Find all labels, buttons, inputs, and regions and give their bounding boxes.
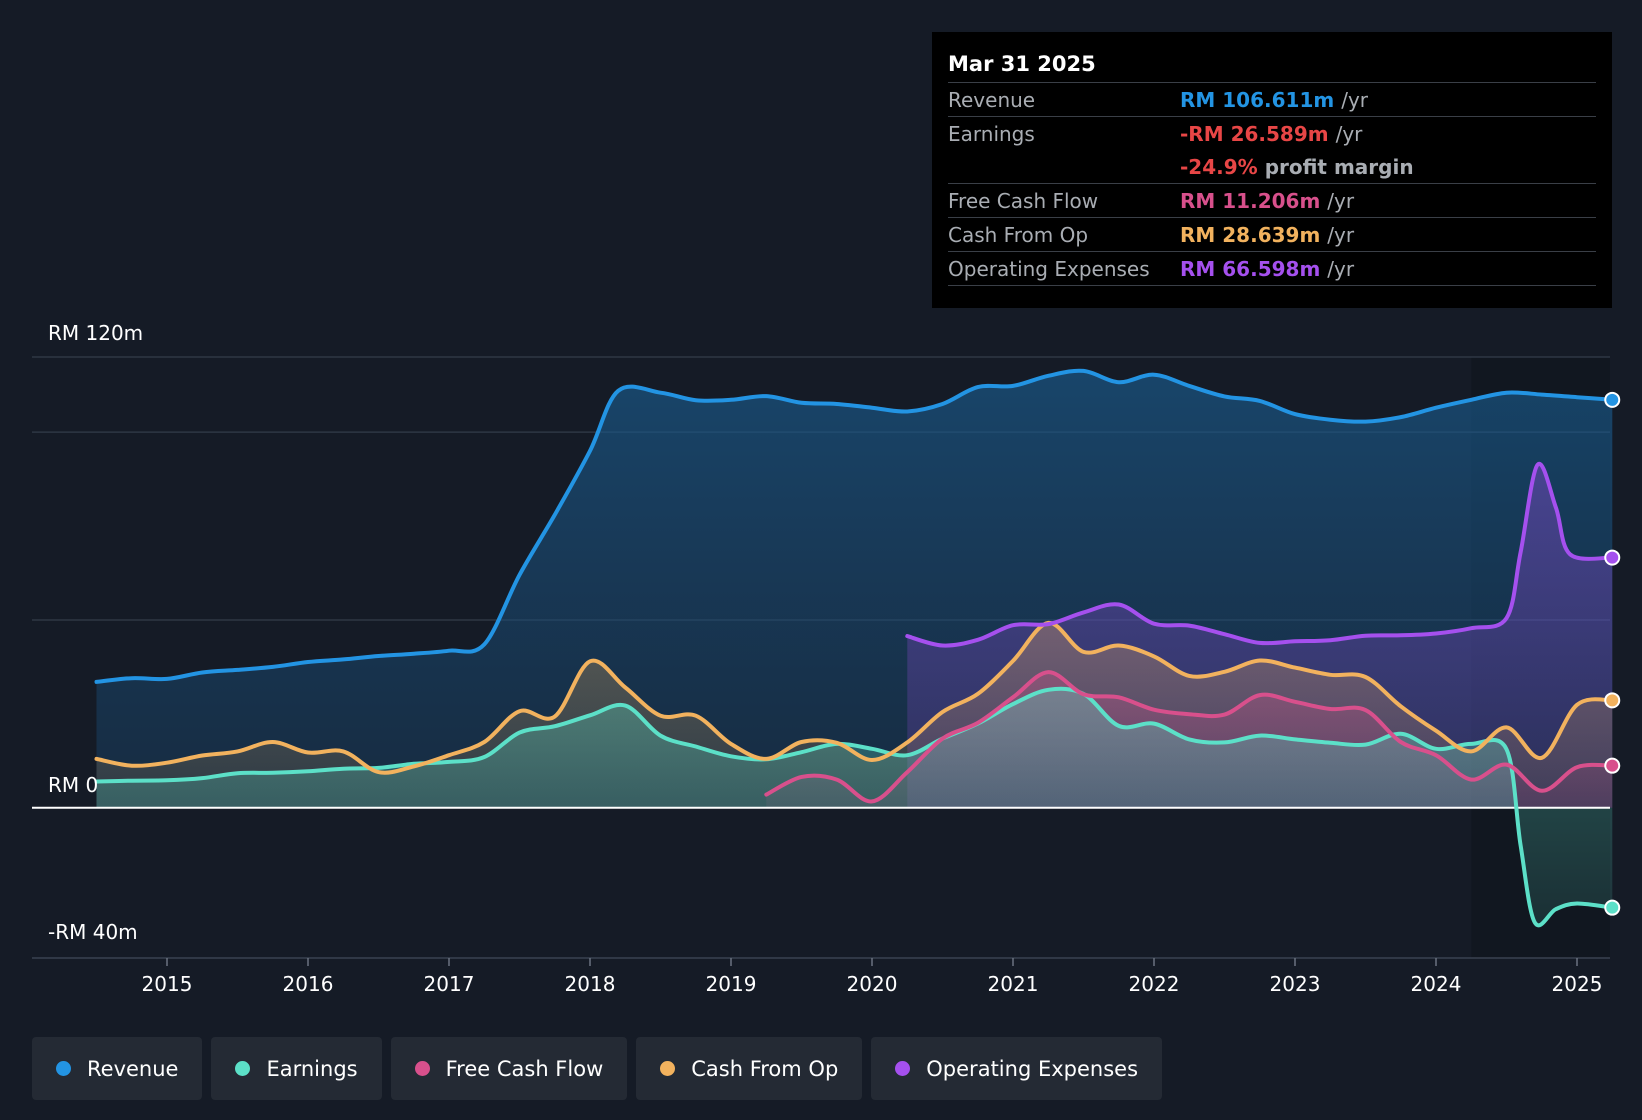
x-tick-label: 2022 xyxy=(1129,972,1180,996)
tooltip-row-profit-margin: -24.9% profit margin xyxy=(948,150,1596,183)
tooltip-row-unit: /yr xyxy=(1327,256,1355,281)
line-revenue xyxy=(94,368,1615,684)
legend-item-earnings[interactable]: Earnings xyxy=(211,1037,382,1100)
x-tick-label: 2019 xyxy=(706,972,757,996)
tooltip-divider xyxy=(948,285,1596,287)
tooltip-row-earnings: Earnings -RM 26.589m /yr xyxy=(948,116,1596,150)
tooltip-row-revenue: Revenue RM 106.611m /yr xyxy=(948,82,1596,116)
x-tick-label: 2018 xyxy=(565,972,616,996)
end-marker-free-cash-flow xyxy=(1604,757,1621,774)
tooltip-row-name: Earnings xyxy=(948,121,1035,146)
end-marker-cash-from-op xyxy=(1604,692,1621,709)
legend-label: Cash From Op xyxy=(691,1056,839,1081)
legend-dot-icon xyxy=(414,1061,430,1076)
legend-label: Operating Expenses xyxy=(926,1056,1139,1081)
legend-item-cash-from-op[interactable]: Cash From Op xyxy=(636,1037,863,1100)
legend-label: Earnings xyxy=(266,1056,358,1081)
tooltip-row-free-cash-flow: Free Cash Flow RM 11.206m /yr xyxy=(948,183,1596,217)
legend-item-free-cash-flow[interactable]: Free Cash Flow xyxy=(390,1037,628,1100)
x-axis-ticks: 2015 2016 2017 2018 2019 2020 2021 2022 2023 2024… xyxy=(142,958,1603,996)
y-axis-label: RM 0 xyxy=(48,773,98,797)
tooltip: Mar 31 2025 Revenue RM 106.611m /yr Earn… xyxy=(932,32,1612,308)
y-axis-label: -RM 40m xyxy=(48,920,138,944)
tooltip-row-unit: /yr xyxy=(1335,121,1363,146)
x-tick-label: 2023 xyxy=(1270,972,1321,996)
legend-label: Free Cash Flow xyxy=(445,1056,604,1081)
legend-item-operating-expenses[interactable]: Operating Expenses xyxy=(871,1037,1163,1100)
x-tick-label: 2021 xyxy=(988,972,1039,996)
tooltip-row-value: -24.9% xyxy=(1180,154,1258,179)
tooltip-row-unit: profit margin xyxy=(1264,154,1414,179)
end-marker-operating-expenses xyxy=(1604,549,1621,566)
line-operating-expenses xyxy=(905,461,1615,648)
x-tick-label: 2016 xyxy=(283,972,334,996)
y-axis-label: RM 120m xyxy=(48,321,143,345)
tooltip-row-name: Free Cash Flow xyxy=(948,188,1099,213)
x-tick-label: 2020 xyxy=(847,972,898,996)
tooltip-row-value: RM 106.611m xyxy=(1180,87,1335,112)
tooltip-row-value: RM 66.598m xyxy=(1180,256,1321,281)
tooltip-row-value: -RM 26.589m xyxy=(1180,121,1329,146)
tooltip-date: Mar 31 2025 xyxy=(948,52,1096,76)
legend-dot-icon xyxy=(56,1061,71,1076)
tooltip-row-name: Operating Expenses xyxy=(948,256,1150,281)
legend-item-revenue[interactable]: Revenue xyxy=(32,1037,203,1100)
legend: Revenue Earnings Free Cash Flow Cash Fro… xyxy=(32,1037,1163,1100)
x-tick-label: 2017 xyxy=(424,972,475,996)
tooltip-row-name: Revenue xyxy=(948,87,1036,112)
end-marker-revenue xyxy=(1604,391,1621,408)
tooltip-row-name: Cash From Op xyxy=(948,222,1089,247)
line-free-cash-flow xyxy=(764,670,1615,804)
x-tick-label: 2025 xyxy=(1552,972,1603,996)
tooltip-row-operating-expenses: Operating Expenses RM 66.598m /yr xyxy=(948,251,1596,285)
legend-label: Revenue xyxy=(87,1056,179,1081)
tooltip-row-unit: /yr xyxy=(1327,188,1355,213)
tooltip-row-value: RM 28.639m xyxy=(1180,222,1321,247)
line-earnings xyxy=(94,686,1615,928)
legend-dot-icon xyxy=(895,1061,911,1076)
end-marker-earnings xyxy=(1604,899,1621,916)
y-axis-labels: RM 120m RM 0 -RM 40m xyxy=(48,321,143,944)
x-tick-label: 2015 xyxy=(142,972,193,996)
legend-dot-icon xyxy=(660,1061,676,1076)
series-lines xyxy=(32,368,1615,928)
series-end-markers xyxy=(1604,391,1621,916)
x-tick-label: 2024 xyxy=(1411,972,1462,996)
line-cash-from-op xyxy=(94,620,1615,775)
legend-dot-icon xyxy=(235,1061,251,1076)
tooltip-row-cash-from-op: Cash From Op RM 28.639m /yr xyxy=(948,217,1596,251)
tooltip-row-value: RM 11.206m xyxy=(1180,188,1321,213)
tooltip-row-unit: /yr xyxy=(1341,87,1368,112)
tooltip-row-unit: /yr xyxy=(1327,222,1355,247)
